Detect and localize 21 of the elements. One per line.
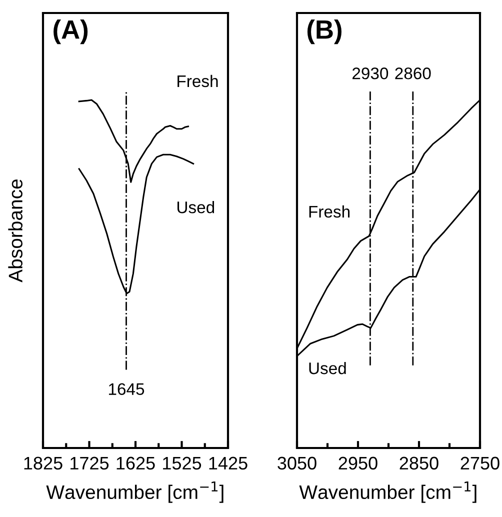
x-tick-label: 3050 — [278, 456, 316, 470]
x-axis-title: Wavenumber [cm$^{−1}$] — [46, 482, 224, 503]
chart-title: (B) — [307, 20, 342, 44]
x-tick-label: 2950 — [338, 456, 378, 470]
ref-line-label: 2860 — [395, 68, 431, 80]
x-tick-label: 2850 — [400, 456, 438, 470]
ref-line-label: 2930 — [352, 68, 388, 80]
ref-line-label: 1645 — [108, 383, 144, 395]
x-tick-label: 1625 — [116, 456, 155, 470]
y-axis-title: Absorbance — [8, 179, 22, 282]
x-tick-label: 1525 — [163, 456, 202, 470]
x-tick-label: 2750 — [460, 456, 500, 470]
chart-title: (A) — [54, 20, 88, 44]
x-tick-label: 1425 — [209, 456, 248, 470]
text: Fresh — [178, 74, 218, 88]
x-tick-label: 1825 — [24, 456, 62, 470]
text: Used — [177, 201, 214, 214]
series-label: Used — [309, 362, 346, 374]
x-tick-label: 1725 — [70, 456, 109, 470]
series-label: Fresh — [309, 205, 350, 218]
x-axis-title: Wavenumber [cm$^{−1}$] — [299, 482, 476, 503]
